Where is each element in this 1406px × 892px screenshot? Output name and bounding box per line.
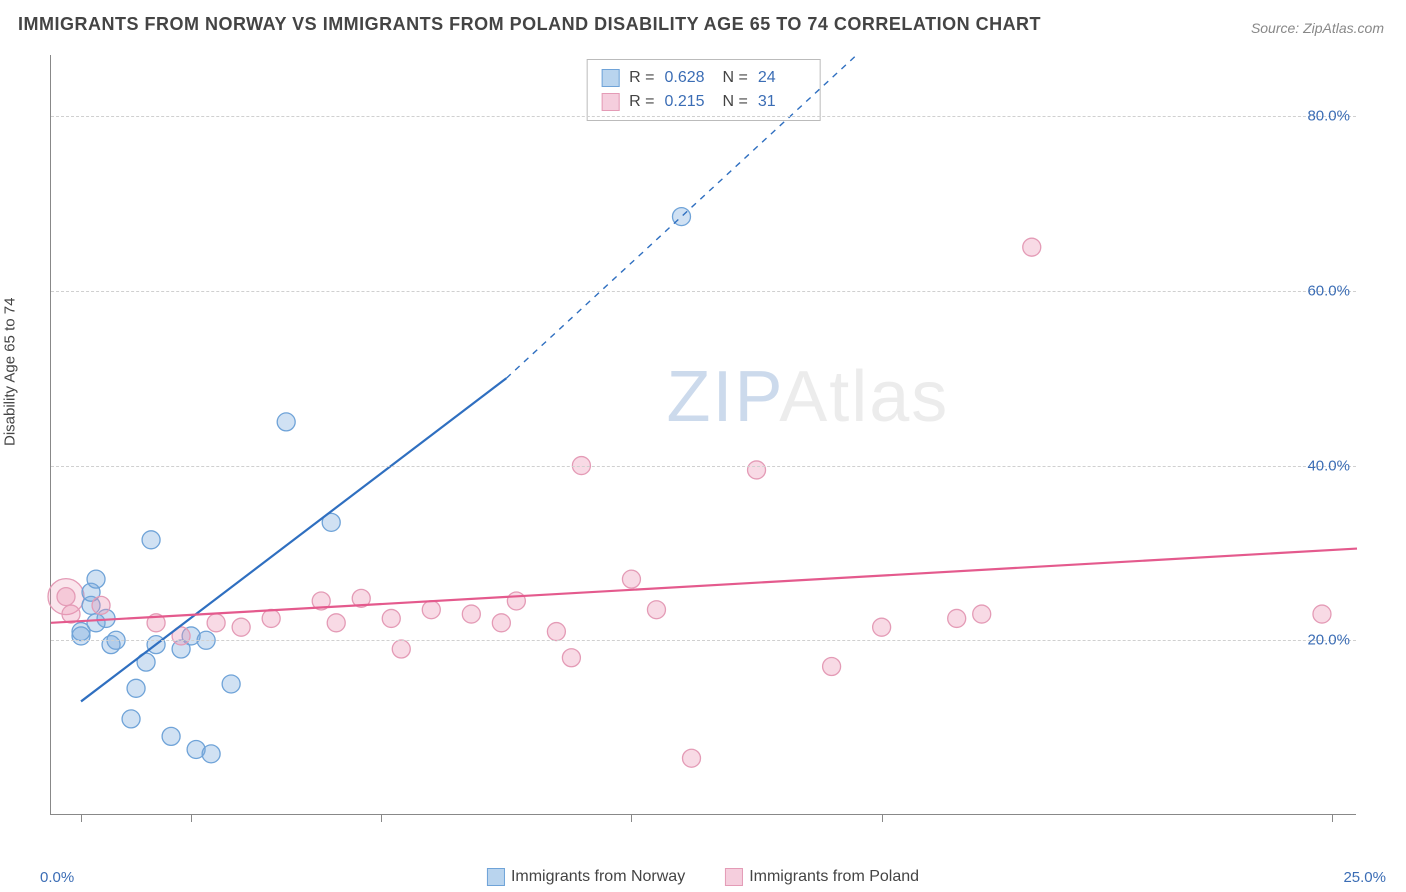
data-point bbox=[507, 592, 525, 610]
legend-item: Immigrants from Poland bbox=[725, 868, 919, 886]
y-tick-label: 80.0% bbox=[1307, 108, 1350, 125]
chart-container: IMMIGRANTS FROM NORWAY VS IMMIGRANTS FRO… bbox=[0, 0, 1406, 892]
gridline bbox=[51, 116, 1356, 117]
data-point bbox=[647, 601, 665, 619]
data-point bbox=[232, 618, 250, 636]
scatter-svg bbox=[51, 55, 1356, 814]
legend-item: Immigrants from Norway bbox=[487, 868, 685, 886]
data-point bbox=[682, 749, 700, 767]
data-point bbox=[948, 609, 966, 627]
x-tick bbox=[81, 814, 82, 822]
data-point bbox=[823, 657, 841, 675]
data-point bbox=[122, 710, 140, 728]
gridline bbox=[51, 640, 1356, 641]
data-point bbox=[327, 614, 345, 632]
source-attribution: Source: ZipAtlas.com bbox=[1251, 20, 1384, 36]
regression-line bbox=[51, 549, 1357, 623]
y-tick-label: 60.0% bbox=[1307, 282, 1350, 299]
x-tick bbox=[882, 814, 883, 822]
x-tick bbox=[1332, 814, 1333, 822]
x-tick bbox=[191, 814, 192, 822]
data-point bbox=[57, 588, 75, 606]
x-axis-max-label: 25.0% bbox=[1343, 869, 1386, 886]
y-axis-label: Disability Age 65 to 74 bbox=[2, 298, 19, 446]
data-point bbox=[382, 609, 400, 627]
data-point bbox=[873, 618, 891, 636]
data-point bbox=[562, 649, 580, 667]
data-point bbox=[1313, 605, 1331, 623]
data-point bbox=[422, 601, 440, 619]
gridline bbox=[51, 466, 1356, 467]
y-tick-label: 40.0% bbox=[1307, 457, 1350, 474]
chart-title: IMMIGRANTS FROM NORWAY VS IMMIGRANTS FRO… bbox=[18, 14, 1041, 35]
data-point bbox=[127, 679, 145, 697]
bottom-legend: Immigrants from Norway Immigrants from Po… bbox=[487, 868, 919, 886]
data-point bbox=[973, 605, 991, 623]
data-point bbox=[207, 614, 225, 632]
x-tick bbox=[381, 814, 382, 822]
data-point bbox=[87, 570, 105, 588]
data-point bbox=[392, 640, 410, 658]
data-point bbox=[92, 596, 110, 614]
legend-label: Immigrants from Norway bbox=[511, 868, 685, 885]
data-point bbox=[462, 605, 480, 623]
data-point bbox=[1023, 238, 1041, 256]
data-point bbox=[202, 745, 220, 763]
data-point bbox=[142, 531, 160, 549]
legend-swatch-icon bbox=[725, 868, 743, 886]
x-axis-min-label: 0.0% bbox=[40, 869, 74, 886]
data-point bbox=[492, 614, 510, 632]
data-point bbox=[622, 570, 640, 588]
gridline bbox=[51, 291, 1356, 292]
data-point bbox=[222, 675, 240, 693]
data-point bbox=[547, 623, 565, 641]
data-point bbox=[162, 727, 180, 745]
legend-label: Immigrants from Poland bbox=[749, 868, 919, 885]
data-point bbox=[262, 609, 280, 627]
x-tick bbox=[631, 814, 632, 822]
data-point bbox=[748, 461, 766, 479]
data-point bbox=[277, 413, 295, 431]
y-tick-label: 20.0% bbox=[1307, 632, 1350, 649]
plot-area: ZIPAtlas R = 0.628 N = 24 R = 0.215 N = … bbox=[50, 55, 1356, 815]
legend-swatch-icon bbox=[487, 868, 505, 886]
